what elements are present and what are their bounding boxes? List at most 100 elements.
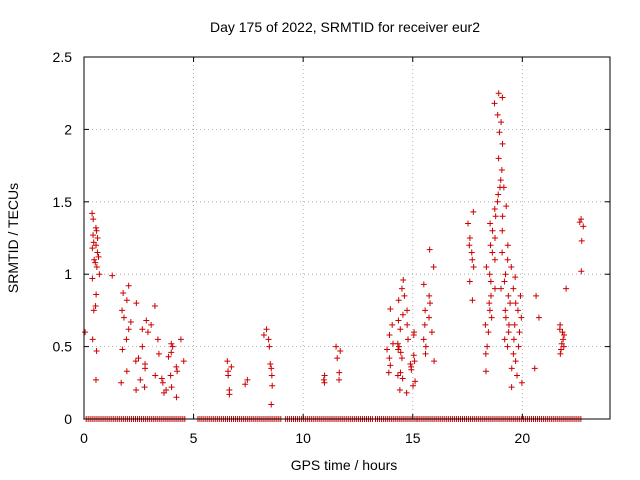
y-axis-label: SRMTID / TECUs [5, 183, 21, 293]
data-point [420, 281, 427, 288]
data-point [168, 340, 175, 347]
data-point [397, 369, 404, 376]
y-tick-label: 2 [64, 121, 72, 137]
data-point [533, 292, 540, 299]
y-tick-label: 1 [64, 266, 72, 282]
data-point [487, 242, 494, 249]
data-point [500, 184, 507, 191]
data-point [152, 372, 159, 379]
data-point [401, 292, 408, 299]
data-point [173, 363, 180, 370]
data-point [517, 292, 524, 299]
data-point [127, 318, 134, 325]
data-point [396, 343, 403, 350]
data-point [321, 372, 328, 379]
data-point [426, 314, 433, 321]
data-point [422, 343, 429, 350]
data-point [94, 249, 101, 256]
data-point [426, 246, 433, 253]
y-tick-label: 2.5 [53, 49, 73, 65]
data-point [492, 285, 499, 292]
data-point [386, 332, 393, 339]
data-point [494, 111, 501, 118]
data-point [420, 336, 427, 343]
y-tick-label: 0.5 [53, 339, 73, 355]
data-point [139, 326, 146, 333]
data-point [422, 350, 429, 357]
data-point [120, 314, 127, 321]
data-point [510, 350, 517, 357]
data-point [159, 379, 166, 386]
data-point [400, 276, 407, 283]
axis-ticks: 0 5 10 15 20 0 0.5 1 1.5 2 2.5 [53, 49, 610, 446]
data-point [151, 303, 158, 310]
data-point [92, 259, 99, 266]
data-point [559, 329, 566, 336]
data-point [95, 253, 102, 260]
data-point [133, 300, 140, 307]
data-point [403, 389, 410, 396]
data-point [120, 290, 127, 297]
data-point [320, 376, 327, 383]
data-point [489, 249, 496, 256]
data-point [119, 307, 126, 314]
data-point [495, 155, 502, 162]
data-point [398, 285, 405, 292]
data-point [404, 321, 411, 328]
data-point [508, 384, 515, 391]
data-point [465, 220, 472, 227]
data-point [385, 369, 392, 376]
data-point [125, 282, 132, 289]
data-point [492, 235, 499, 241]
data-point [397, 326, 404, 333]
data-point [168, 384, 175, 391]
data-point [430, 263, 437, 270]
data-point [504, 256, 511, 263]
data-point [91, 256, 98, 263]
data-point [466, 278, 473, 285]
data-point [137, 376, 144, 383]
data-point [515, 343, 522, 350]
data-point [404, 307, 411, 314]
data-point [268, 401, 275, 408]
data-point [558, 346, 565, 353]
data-point [92, 224, 99, 231]
data-point [535, 314, 542, 321]
data-point [263, 326, 270, 333]
data-point [180, 358, 187, 365]
data-point [399, 375, 406, 382]
data-point [576, 219, 583, 226]
data-point [133, 387, 140, 394]
data-point [144, 329, 151, 336]
data-point [266, 343, 273, 350]
data-point [398, 355, 405, 362]
data-point [497, 177, 504, 184]
data-point [504, 343, 511, 350]
data-point [501, 278, 508, 285]
data-point [488, 314, 495, 321]
data-point [487, 278, 494, 285]
data-point [422, 307, 429, 314]
data-point [399, 311, 406, 318]
data-point [511, 321, 518, 328]
data-point [557, 350, 564, 357]
data-point [482, 350, 489, 357]
y-tick-label: 1.5 [53, 194, 73, 210]
data-point [242, 381, 249, 388]
data-point [485, 329, 492, 336]
data-point [142, 360, 149, 367]
data-point [168, 349, 175, 356]
data-point [93, 291, 100, 298]
data-point [265, 336, 272, 343]
data-point [333, 343, 340, 350]
data-point [119, 346, 126, 353]
data-point [469, 256, 476, 263]
data-point [494, 198, 501, 205]
data-point [491, 256, 498, 263]
data-point [89, 275, 96, 282]
grid [84, 57, 610, 419]
data-point [389, 321, 396, 328]
data-point [82, 329, 89, 336]
x-tick-label: 10 [295, 430, 311, 446]
